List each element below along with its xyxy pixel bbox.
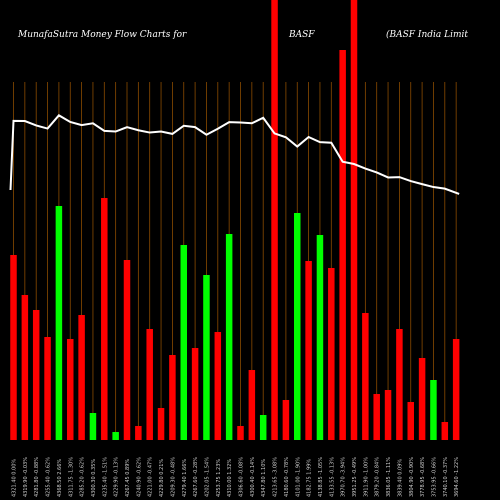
flow-bar [282,400,290,440]
flow-bar [305,261,312,440]
x-tick-label: 3839.40 0.09% [397,459,403,497]
flow-bar [55,206,63,440]
x-tick-label: 4321.40 0.00% [12,459,18,497]
x-tick-label: 4285.20 -0.62% [80,457,86,497]
x-tick-label: 4180.60 -0.78% [284,457,290,497]
x-tick-label: 4182.75 1.99% [307,459,313,497]
x-tick-label: 3911.90 -1.00% [363,457,369,497]
x-tick-label: 3970.70 -3.94% [341,457,347,497]
x-tick-label: 4253.75 1.23% [216,459,222,497]
x-tick-label: 4347.80 1.10% [261,459,267,497]
flow-bar [396,329,403,440]
flow-bar [418,358,426,440]
x-tick-label: 4279.40 1.66% [182,459,188,497]
x-tick-label: 4133.55 -0.13% [329,457,335,497]
flow-bar [271,0,278,440]
flow-bar [339,50,346,440]
flow-bar [259,415,267,440]
flow-bar [237,426,244,440]
x-tick-label: 3951.25 -0.49% [352,457,358,497]
flow-bar [67,339,74,440]
flow-bar [225,234,233,440]
x-tick-label: 4235.40 -1.51% [102,457,108,497]
flow-bar [452,339,460,440]
x-tick-label: 4138.85 -1.05% [318,457,324,497]
x-tick-label: 3694.60 -1.22% [454,457,460,497]
flow-bar [384,390,392,440]
x-tick-label: 4213.65 -3.08% [273,457,279,497]
chart-title-company: (BASF India Limit [386,30,468,40]
x-tick-label: 4255.40 -0.62% [46,457,52,497]
flow-bars [10,0,460,440]
x-tick-label: 4310.00 1.32% [227,459,233,497]
x-tick-label: 3836.05 -1.11% [386,457,392,497]
flow-bar [407,402,414,440]
x-tick-label: 4229.80 0.21% [159,459,165,497]
flow-bar [157,408,165,440]
flow-bar [373,394,380,440]
chart-title-prefix: MunafaSutra Money Flow Charts for [18,30,187,40]
x-tick-label: 4267.60 -0.28% [193,457,199,497]
x-tick-label: 4209.30 -0.48% [170,457,176,497]
flow-bar [316,235,324,440]
flow-bar [101,198,108,440]
x-tick-label: 3778.95 -0.68% [420,457,426,497]
x-tick-label: 4281.80 -0.88% [34,457,40,497]
x-tick-label: 4267.45 0.89% [125,459,131,497]
x-tick-label: 3879.20 -0.84% [375,457,381,497]
x-tick-label: 4101.00 -1.90% [295,457,301,497]
x-tick-label: 4306.60 -0.08% [239,457,245,497]
flow-bar [441,422,449,440]
chart-title-symbol: BASF [289,30,315,40]
price-line [9,114,460,195]
x-axis-labels: 4321.40 0.00% 4319.90 -0.03% 4281.80 -0.88… [12,457,461,497]
flow-bar [169,355,176,440]
flow-bar [362,313,369,440]
flow-bar [203,275,210,440]
x-tick-label: 3740.10 -0.37% [443,457,449,497]
flow-bar [146,329,153,440]
flow-bar [89,413,97,440]
flow-bar [214,332,222,440]
flow-bar [248,370,256,440]
x-tick-label: 4221.00 -0.47% [148,457,154,497]
x-tick-label: 3804.90 -0.90% [409,457,415,497]
x-tick-label: 4229.90 -0.13% [114,457,120,497]
flow-bar [135,426,142,440]
flow-bar [21,295,29,440]
x-tick-label: 4202.05 -1.54% [204,457,210,497]
flow-bar [294,213,301,440]
flow-bar [191,348,199,440]
flow-bar [10,255,17,440]
flow-bar [350,0,358,440]
x-tick-label: 4300.30 0.35% [91,459,97,497]
flow-bar [328,268,335,440]
flow-bar [32,310,40,440]
x-tick-label: 4311.75 -1.30% [68,457,74,497]
x-tick-label: 4240.90 -0.62% [136,457,142,497]
flow-bar [78,315,85,440]
x-tick-label: 4368.50 2.66% [57,459,63,497]
x-tick-label: 4319.90 -0.03% [23,457,29,497]
x-tick-label: 4300.40 -0.14% [250,457,256,497]
flow-bar [112,432,119,440]
flow-bar [180,245,187,440]
flow-bar [123,260,131,440]
flow-bar [430,380,437,440]
x-tick-label: 3753.95 -0.66% [431,457,437,497]
flow-bar [44,337,51,440]
